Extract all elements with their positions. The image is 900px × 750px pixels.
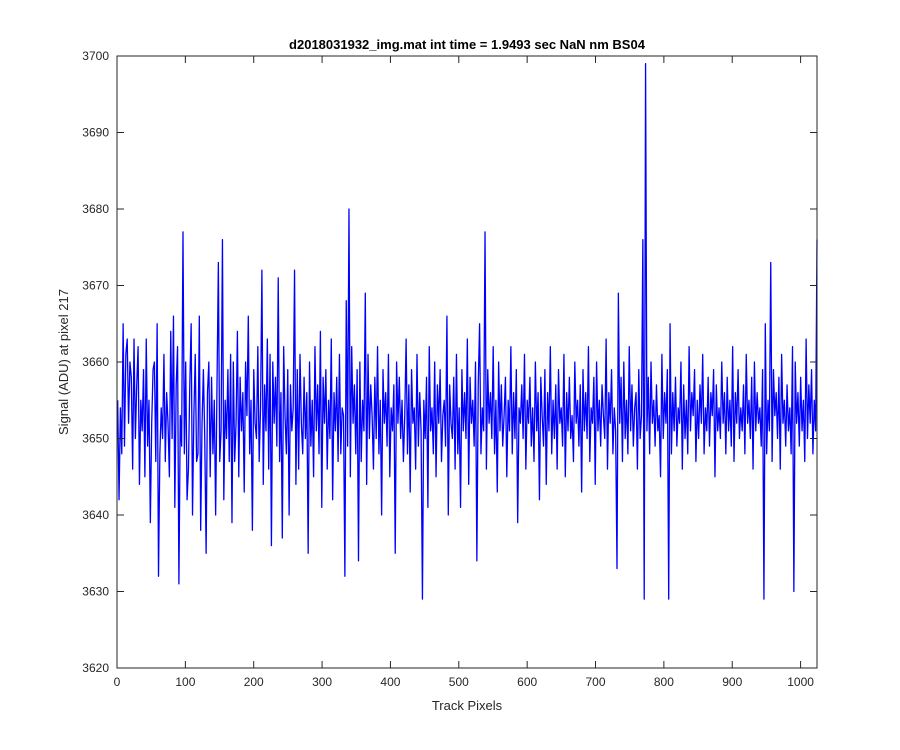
y-tick-label: 3670 bbox=[82, 279, 109, 293]
x-tick-label: 600 bbox=[517, 675, 537, 689]
x-tick-label: 200 bbox=[244, 675, 264, 689]
x-tick-label: 100 bbox=[175, 675, 195, 689]
y-tick-label: 3630 bbox=[82, 585, 109, 599]
x-tick-label: 800 bbox=[654, 675, 674, 689]
y-tick-label: 3640 bbox=[82, 508, 109, 522]
y-tick-label: 3690 bbox=[82, 126, 109, 140]
x-tick-label: 0 bbox=[114, 675, 121, 689]
x-tick-label: 1000 bbox=[787, 675, 814, 689]
axes: 0 100 200 300 400 500 600 700 800 900 1000 3620 3630… bbox=[82, 49, 818, 689]
x-tick-label: 500 bbox=[449, 675, 469, 689]
x-tick-label: 400 bbox=[380, 675, 400, 689]
x-tick-label: 700 bbox=[586, 675, 606, 689]
y-tick-label: 3620 bbox=[82, 661, 109, 675]
y-axis-label: Signal (ADU) at pixel 217 bbox=[56, 289, 71, 435]
y-tick-label: 3680 bbox=[82, 202, 109, 216]
x-tick-label: 900 bbox=[722, 675, 742, 689]
x-tick-label: 300 bbox=[312, 675, 332, 689]
y-tick-label: 3650 bbox=[82, 432, 109, 446]
chart-title: d2018031932_img.mat int time = 1.9493 se… bbox=[289, 37, 646, 52]
y-tick-label: 3700 bbox=[82, 49, 109, 63]
y-tick-label: 3660 bbox=[82, 355, 109, 369]
series-line-signal bbox=[117, 63, 818, 600]
x-axis-label: Track Pixels bbox=[432, 698, 503, 713]
